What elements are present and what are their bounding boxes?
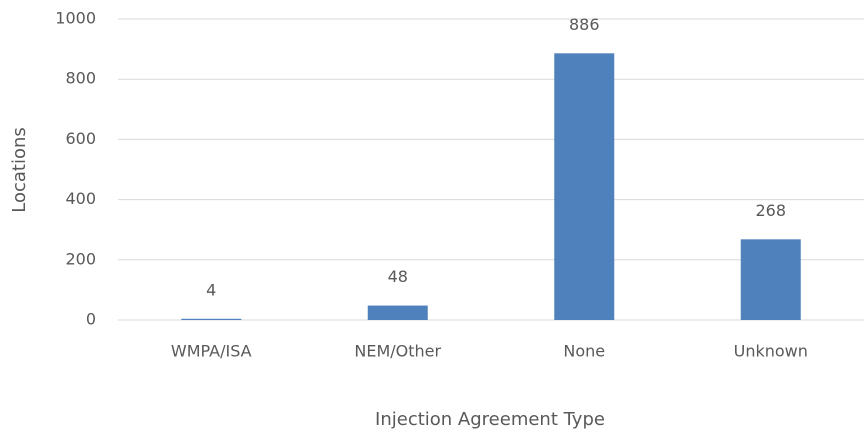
y-tick-label: 200: [65, 249, 96, 268]
bar: [181, 318, 242, 320]
x-tick-label: WMPA/ISA: [171, 342, 252, 361]
bar: [367, 305, 428, 320]
y-tick-label: 800: [65, 69, 96, 88]
y-tick-label: 600: [65, 129, 96, 148]
x-axis-label: Injection Agreement Type: [375, 409, 605, 430]
data-label: 48: [388, 267, 408, 286]
x-tick-label: NEM/Other: [354, 342, 441, 361]
y-axis-label: Locations: [9, 127, 30, 213]
bar: [554, 53, 615, 321]
y-tick-label: 0: [86, 310, 96, 329]
y-tick-label: 400: [65, 189, 96, 208]
data-label: 268: [755, 201, 786, 220]
x-tick-label: Unknown: [734, 342, 808, 361]
x-tick-label: None: [563, 342, 605, 361]
bar: [740, 239, 801, 320]
data-label: 4: [206, 280, 216, 299]
data-label: 886: [569, 15, 600, 34]
y-tick-label: 1000: [55, 9, 96, 28]
